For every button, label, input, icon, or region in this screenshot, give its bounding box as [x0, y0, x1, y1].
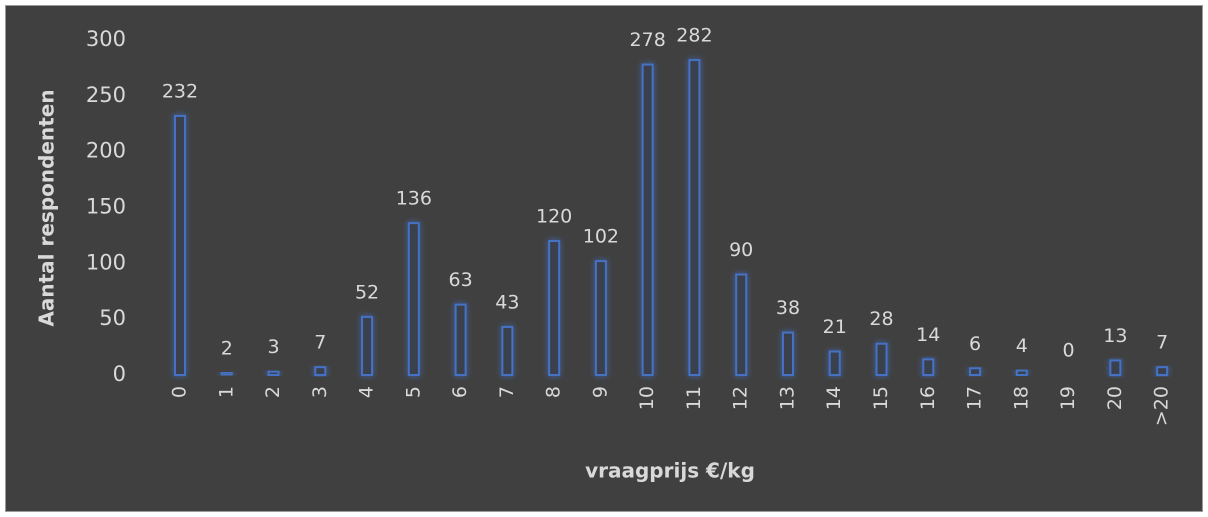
x-tick-label: 3	[309, 386, 331, 398]
x-tick-label: 8	[543, 386, 565, 398]
bar	[220, 371, 233, 376]
data-label: 38	[776, 297, 800, 319]
data-label: 13	[1103, 325, 1127, 347]
x-tick-label: 18	[1010, 386, 1032, 410]
x-tick-label: 15	[870, 386, 892, 410]
x-tick-label: 10	[636, 386, 658, 410]
data-label: 6	[969, 333, 981, 355]
bar	[454, 303, 467, 376]
x-tick-label: 7	[496, 386, 518, 398]
bar	[641, 63, 654, 376]
x-tick-label: 16	[917, 386, 939, 410]
bar	[1015, 369, 1028, 376]
data-label: 282	[676, 25, 712, 47]
y-tick-label: 200	[86, 139, 126, 163]
data-label: 278	[630, 29, 666, 51]
data-label: 136	[396, 188, 432, 210]
y-tick-label: 150	[86, 195, 126, 219]
x-tick-label: 1	[215, 386, 237, 398]
bar	[407, 222, 420, 376]
data-label: 14	[916, 324, 940, 346]
chart-background	[5, 5, 1203, 512]
bar	[361, 315, 374, 376]
data-label: 232	[162, 80, 198, 102]
x-tick-label: >20	[1151, 386, 1173, 426]
data-label: 7	[314, 332, 326, 354]
bar	[314, 366, 327, 376]
x-tick-label: 5	[402, 386, 424, 398]
bar	[875, 342, 888, 377]
x-tick-label: 6	[449, 386, 471, 398]
bar	[969, 367, 982, 376]
bar	[1109, 359, 1122, 377]
data-label: 4	[1016, 335, 1028, 357]
data-label: 0	[1063, 340, 1075, 362]
bar	[267, 370, 280, 376]
data-label: 90	[729, 239, 753, 261]
bar	[735, 273, 748, 376]
data-label: 63	[448, 269, 472, 291]
data-label: 102	[583, 226, 619, 248]
bar	[173, 114, 186, 377]
bar	[781, 331, 794, 377]
y-tick-label: 300	[86, 27, 126, 51]
x-tick-label: 13	[776, 386, 798, 410]
x-tick-label: 9	[589, 386, 611, 398]
data-label: 2	[221, 337, 233, 359]
x-tick-label: 14	[823, 386, 845, 410]
x-tick-label: 20	[1104, 386, 1126, 410]
data-label: 7	[1156, 332, 1168, 354]
x-tick-label: 11	[683, 386, 705, 410]
y-tick-label: 50	[99, 306, 126, 330]
data-label: 52	[355, 281, 379, 303]
bar	[501, 325, 514, 377]
data-label: 28	[869, 308, 893, 330]
data-label: 43	[495, 291, 519, 313]
x-tick-label: 19	[1057, 386, 1079, 410]
x-tick-label: 12	[730, 386, 752, 410]
bar	[1156, 366, 1169, 376]
data-label: 21	[823, 316, 847, 338]
y-axis-title: Aantal respondenten	[35, 89, 59, 326]
data-label: 3	[267, 336, 279, 358]
bar	[688, 59, 701, 376]
bar	[828, 350, 841, 376]
data-label: 120	[536, 206, 572, 228]
bar	[594, 260, 607, 377]
x-axis-title: vraagprijs €/kg	[585, 459, 755, 483]
x-tick-label: 17	[964, 386, 986, 410]
y-tick-label: 100	[86, 250, 126, 274]
bar	[922, 358, 935, 377]
x-tick-label: 4	[356, 386, 378, 398]
y-tick-label: 250	[86, 83, 126, 107]
bar	[548, 240, 561, 376]
x-tick-label: 0	[168, 386, 190, 398]
x-tick-label: 2	[262, 386, 284, 398]
y-tick-label: 0	[113, 362, 126, 386]
